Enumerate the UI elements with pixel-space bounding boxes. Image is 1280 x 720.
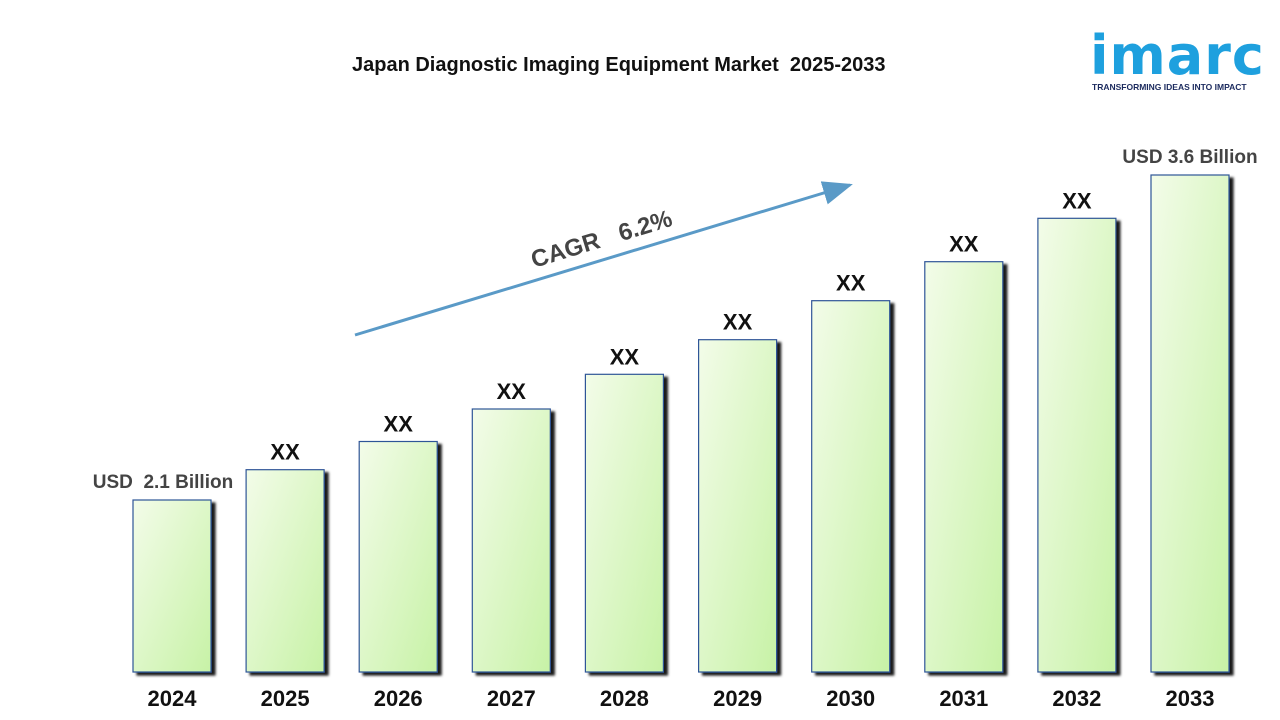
bar-2033: [1150, 174, 1230, 673]
data-label: XX: [723, 310, 753, 335]
imarc-logo: imarc TRANSFORMING IDEAS INTO IMPACT: [1086, 18, 1266, 98]
bar-2028: [584, 373, 665, 673]
bar-2032: [1037, 217, 1117, 673]
x-tick-label: 2032: [1052, 686, 1101, 711]
bars-group: [132, 174, 1230, 673]
data-label: XX: [384, 412, 414, 437]
x-tick-label: 2031: [939, 686, 988, 711]
data-label: XX: [1062, 188, 1092, 213]
x-tick-label: 2025: [261, 686, 310, 711]
bar-2026: [358, 440, 438, 673]
data-label: USD 2.1 Billion: [93, 472, 233, 493]
x-tick-label: 2029: [713, 686, 762, 711]
x-tick-label: 2030: [826, 686, 875, 711]
cagr-label: CAGR 6.2%: [528, 205, 676, 274]
data-label: XX: [270, 440, 300, 465]
data-label: XX: [497, 379, 527, 404]
labels-group: 2024 USD 2.1 Billion 2025 XX 2026 XX 2027 XX 202…: [93, 147, 1258, 711]
bar-2024: [132, 499, 212, 673]
x-tick-label: 2027: [487, 686, 536, 711]
bar-2029: [697, 339, 778, 673]
chart-title: Japan Diagnostic Imaging Equipment Marke…: [352, 54, 886, 76]
logo-tagline: TRANSFORMING IDEAS INTO IMPACT: [1092, 82, 1247, 92]
x-tick-label: 2033: [1166, 686, 1215, 711]
data-label: XX: [949, 232, 979, 257]
bar-2031: [924, 261, 1004, 673]
logo-wordmark: imarc: [1090, 24, 1265, 87]
bar-2025: [245, 469, 325, 673]
data-label: XX: [610, 344, 640, 369]
cagr-arrow: [354, 181, 853, 337]
bar-2030: [811, 300, 891, 673]
x-tick-label: 2026: [374, 686, 423, 711]
x-tick-label: 2028: [600, 686, 649, 711]
data-label: XX: [836, 271, 866, 296]
bar-2027: [471, 408, 551, 673]
cagr-annotation: CAGR 6.2%: [354, 181, 853, 337]
data-label: USD 3.6 Billion: [1122, 147, 1257, 168]
cagr-text: CAGR: [528, 227, 603, 273]
x-tick-label: 2024: [148, 686, 198, 711]
